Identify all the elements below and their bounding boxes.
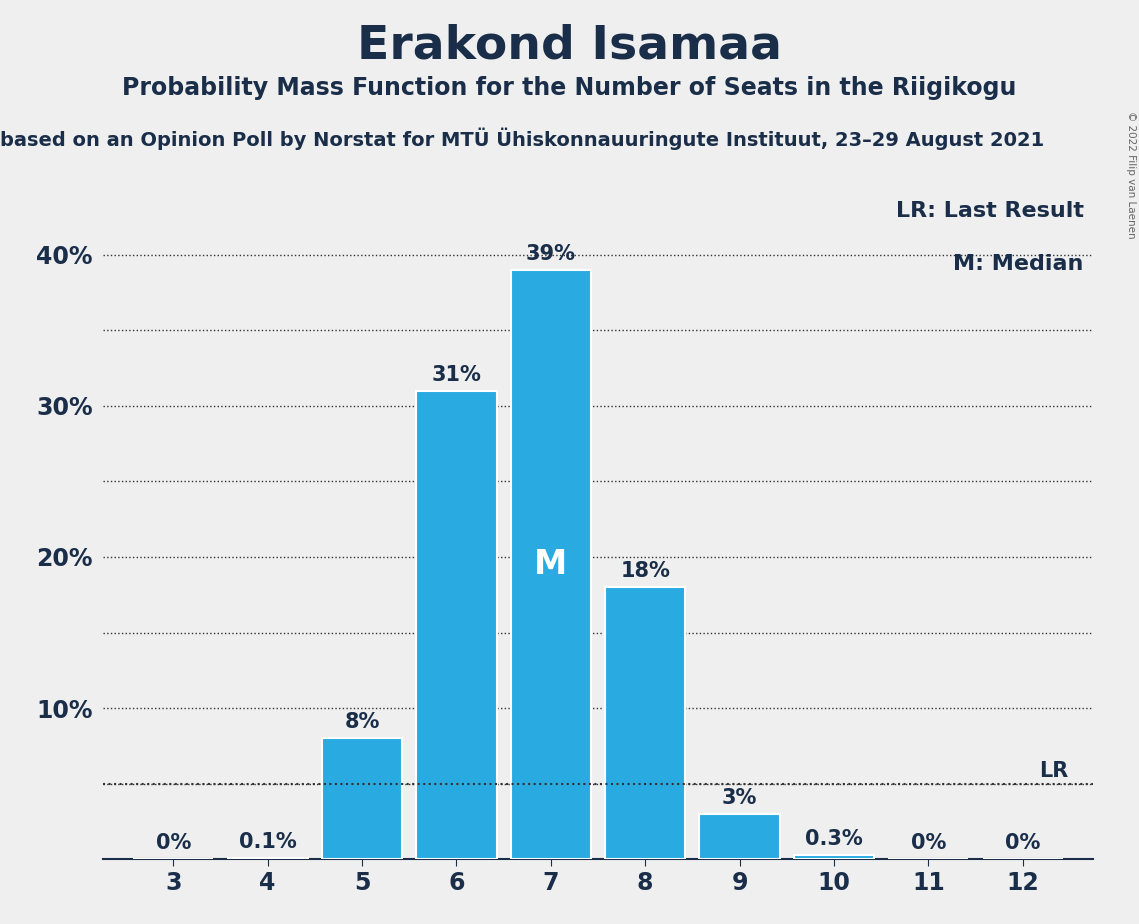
Text: 39%: 39% [526, 244, 576, 263]
Text: M: M [534, 548, 567, 581]
Bar [699, 814, 779, 859]
Text: based on an Opinion Poll by Norstat for MTÜ Ühiskonnauuringute Instituut, 23–29 : based on an Opinion Poll by Norstat for … [0, 128, 1044, 150]
Bar [322, 738, 402, 859]
Bar [794, 855, 874, 859]
Bar [417, 391, 497, 859]
Text: 8%: 8% [344, 712, 379, 733]
Text: M: Median: M: Median [953, 254, 1083, 274]
Text: 3%: 3% [722, 788, 757, 808]
Text: 0%: 0% [156, 833, 191, 853]
Text: 0%: 0% [1005, 833, 1040, 853]
Text: 0.3%: 0.3% [805, 829, 862, 849]
Bar [605, 587, 686, 859]
Text: 0.1%: 0.1% [239, 832, 296, 852]
Text: 0%: 0% [910, 833, 947, 853]
Text: © 2022 Filip van Laenen: © 2022 Filip van Laenen [1126, 111, 1136, 238]
Bar [228, 857, 308, 859]
Bar [510, 270, 591, 859]
Text: 18%: 18% [621, 561, 670, 581]
Text: LR: LR [1039, 761, 1068, 782]
Text: 31%: 31% [432, 365, 482, 384]
Text: LR: Last Result: LR: Last Result [895, 201, 1083, 221]
Text: Erakond Isamaa: Erakond Isamaa [357, 23, 782, 68]
Text: Probability Mass Function for the Number of Seats in the Riigikogu: Probability Mass Function for the Number… [122, 76, 1017, 100]
